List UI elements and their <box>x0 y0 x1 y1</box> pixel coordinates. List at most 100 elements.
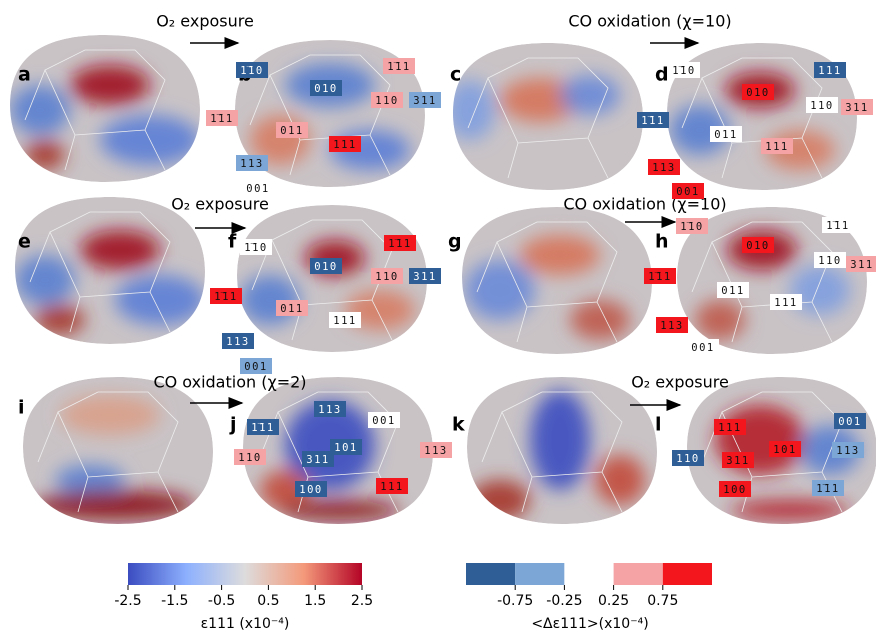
facet-label: 1̅11 <box>251 422 274 434</box>
strain-region <box>595 455 645 505</box>
facet-label: 111 <box>333 139 356 151</box>
facet-label: 101 <box>773 444 796 456</box>
colorbar-tick-label: -2.5 <box>114 593 141 609</box>
facet-label: 111 <box>818 65 841 77</box>
particle-body <box>467 377 657 524</box>
panel-letter: g <box>448 231 462 253</box>
colorbar-tick-label: 1.5 <box>304 593 326 609</box>
facet-label: 1̅11 <box>641 115 664 127</box>
colorbar-bin <box>515 563 564 585</box>
panel-letter: d <box>655 64 669 86</box>
strain-region <box>695 300 745 340</box>
colorbar-bin <box>466 563 515 585</box>
facet-label: 311 <box>850 259 873 271</box>
facet-label: 010 <box>746 240 769 252</box>
facet-label: 311 <box>726 455 749 467</box>
strain-region <box>570 300 630 340</box>
facet-label: 111 <box>765 141 788 153</box>
facet-label: 111 <box>333 315 356 327</box>
facet-label: 311 <box>413 95 436 107</box>
strain-region <box>560 75 620 115</box>
colorbar-tick-label: 2.5 <box>351 593 373 609</box>
colorbar-label: <Δε111>(x10⁻⁴) <box>531 616 648 632</box>
colorbar-strain <box>128 563 362 585</box>
particle <box>467 377 657 524</box>
facet-label: 1̅11 <box>816 483 839 495</box>
colorbar-bin <box>663 563 712 585</box>
strain-region <box>35 490 195 520</box>
facet-label: 311 <box>845 102 868 114</box>
facet-label: 110 <box>238 452 261 464</box>
particle <box>10 35 200 182</box>
facet-label: 110 <box>676 453 699 465</box>
particle <box>462 207 652 354</box>
panel-letter: i <box>18 397 25 419</box>
particle-body <box>23 377 213 524</box>
particle-body <box>445 43 643 190</box>
panel-letter: j <box>229 414 237 436</box>
facet-label: 110 <box>375 95 398 107</box>
facet-label: 1̅11 <box>214 291 237 303</box>
facet-label: 110 <box>375 271 398 283</box>
facet-label: 001 <box>246 183 269 195</box>
facet-label: 011 <box>721 285 744 297</box>
facet-label: 111 <box>380 481 403 493</box>
facet-label: 113 <box>226 336 249 348</box>
strain-region <box>445 80 495 140</box>
process-label: CO oxidation (χ=10) <box>568 12 731 31</box>
colorbar-tick-label: 0.75 <box>647 593 678 609</box>
process-label: O₂ exposure <box>156 12 254 31</box>
facet-label: 110 <box>810 100 833 112</box>
panel-letter: l <box>655 414 662 436</box>
facet-label: 110 <box>818 255 841 267</box>
facet-label: 100 <box>299 484 322 496</box>
strain-region <box>470 480 530 520</box>
facet-label: 113 <box>836 445 859 457</box>
colorbar-bin <box>614 563 663 585</box>
facet-label: 011 <box>714 129 737 141</box>
facet-label: 113 <box>652 162 675 174</box>
strain-region <box>35 305 85 335</box>
facet-label: 1̅11 <box>826 220 849 232</box>
particle-body <box>10 35 200 182</box>
panel-letter: a <box>18 64 31 86</box>
strain-region <box>465 260 535 320</box>
facet-label: 113 <box>424 445 447 457</box>
facet-label: 011 <box>280 125 303 137</box>
facet-label: 1̅11 <box>387 61 410 73</box>
figure: abcdefghijklO₂ exposureCO oxidation (χ=1… <box>0 0 876 635</box>
facet-label: 1̅10 <box>680 221 703 233</box>
particle <box>445 43 643 190</box>
facet-label: 311 <box>306 454 329 466</box>
facet-label: 101 <box>334 442 357 454</box>
panel-letter: c <box>450 64 461 86</box>
facet-label: 001 <box>244 361 267 373</box>
strain-region <box>115 275 205 325</box>
facet-label: 010 <box>746 87 769 99</box>
facet-label: 001 <box>691 342 714 354</box>
panel-letter: e <box>18 231 31 253</box>
particle <box>23 377 213 524</box>
facet-label: 010 <box>314 261 337 273</box>
colorbar-tick-label: -1.5 <box>161 593 188 609</box>
colorbar-bin <box>564 563 613 585</box>
facet-label: 1̅10 <box>240 65 263 77</box>
process-label: O₂ exposure <box>631 373 729 392</box>
strain-region <box>10 85 70 135</box>
process-label: CO oxidation (χ=2) <box>153 373 306 392</box>
facet-label: 1̅10 <box>244 242 267 254</box>
facet-label: 113 <box>660 320 683 332</box>
facet-label: 001 <box>372 415 395 427</box>
facet-label: 111 <box>774 297 797 309</box>
particle <box>15 197 205 344</box>
colorbar-label: ε111 (x10⁻⁴) <box>201 616 290 632</box>
strain-region <box>80 230 160 270</box>
strain-region <box>280 500 400 520</box>
colorbar-tick-label: 0.25 <box>598 593 629 609</box>
strain-region <box>60 395 160 435</box>
strain-region <box>520 235 600 275</box>
facet-label: 001 <box>838 416 861 428</box>
facet-label: 311 <box>413 271 436 283</box>
process-label: O₂ exposure <box>171 195 269 214</box>
facet-label: 1̅11 <box>210 113 233 125</box>
